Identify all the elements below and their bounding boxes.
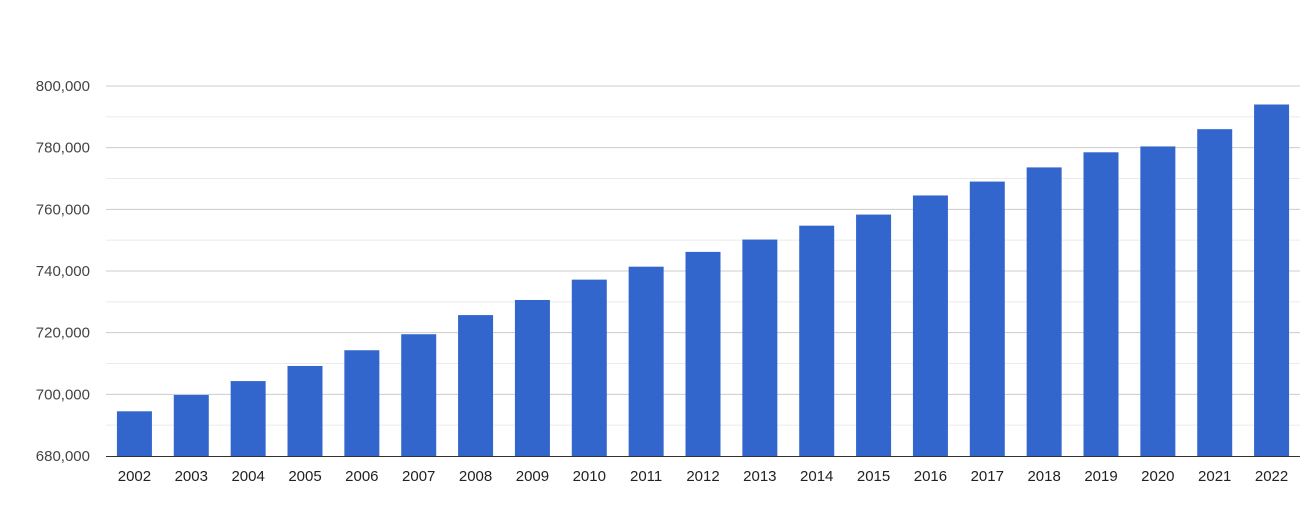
bar-2013 bbox=[742, 239, 778, 456]
bar-2019 bbox=[1083, 152, 1119, 456]
bar-2004 bbox=[230, 381, 266, 456]
x-tick-label: 2003 bbox=[175, 468, 208, 485]
x-tick-label: 2007 bbox=[402, 468, 435, 485]
x-tick-label: 2016 bbox=[914, 468, 947, 485]
x-axis-tick-labels: 2002 2003 2004 2005 2006 2007 2008 2009 2010 2011… bbox=[118, 468, 1289, 485]
bar-2022 bbox=[1254, 104, 1290, 456]
x-tick-label: 2006 bbox=[345, 468, 378, 485]
y-axis-tick-labels: 680,000 700,000 720,000 740,000 760,000 780,0… bbox=[36, 78, 90, 465]
bar-2006 bbox=[344, 350, 380, 456]
x-tick-label: 2010 bbox=[573, 468, 606, 485]
y-tick-label: 760,000 bbox=[36, 201, 90, 218]
bar-2016 bbox=[912, 195, 948, 457]
bar-2012 bbox=[685, 251, 721, 456]
x-tick-label: 2015 bbox=[857, 468, 890, 485]
bar-2020 bbox=[1140, 146, 1176, 456]
x-tick-label: 2008 bbox=[459, 468, 492, 485]
bar-2018 bbox=[1026, 167, 1062, 456]
y-tick-label: 720,000 bbox=[36, 325, 90, 342]
bar-2007 bbox=[401, 334, 437, 456]
x-tick-label: 2013 bbox=[743, 468, 776, 485]
bar-2003 bbox=[173, 394, 209, 456]
x-tick-label: 2014 bbox=[800, 468, 833, 485]
x-tick-label: 2019 bbox=[1084, 468, 1117, 485]
y-tick-label: 740,000 bbox=[36, 263, 90, 280]
y-tick-label: 680,000 bbox=[36, 448, 90, 465]
x-tick-label: 2018 bbox=[1027, 468, 1060, 485]
x-tick-label: 2002 bbox=[118, 468, 151, 485]
bar-2002 bbox=[116, 411, 152, 456]
x-tick-label: 2022 bbox=[1255, 468, 1288, 485]
bar-2021 bbox=[1197, 129, 1233, 456]
y-tick-label: 700,000 bbox=[36, 386, 90, 403]
bar-2010 bbox=[571, 279, 607, 456]
x-tick-label: 2005 bbox=[288, 468, 321, 485]
x-tick-label: 2011 bbox=[630, 468, 662, 485]
y-tick-label: 780,000 bbox=[36, 140, 90, 157]
bar-series bbox=[116, 104, 1290, 457]
bar-2005 bbox=[287, 365, 323, 456]
x-tick-label: 2009 bbox=[516, 468, 549, 485]
x-tick-label: 2020 bbox=[1141, 468, 1174, 485]
bar-2009 bbox=[514, 299, 550, 456]
bar-2014 bbox=[799, 225, 835, 456]
bar-2011 bbox=[628, 266, 664, 456]
bar-2008 bbox=[458, 315, 494, 456]
x-tick-label: 2012 bbox=[686, 468, 719, 485]
bar-2017 bbox=[969, 181, 1005, 457]
y-tick-label: 800,000 bbox=[36, 78, 90, 95]
x-tick-label: 2017 bbox=[971, 468, 1004, 485]
x-tick-label: 2021 bbox=[1198, 468, 1231, 485]
x-tick-label: 2004 bbox=[231, 468, 264, 485]
bar-2015 bbox=[856, 214, 892, 456]
